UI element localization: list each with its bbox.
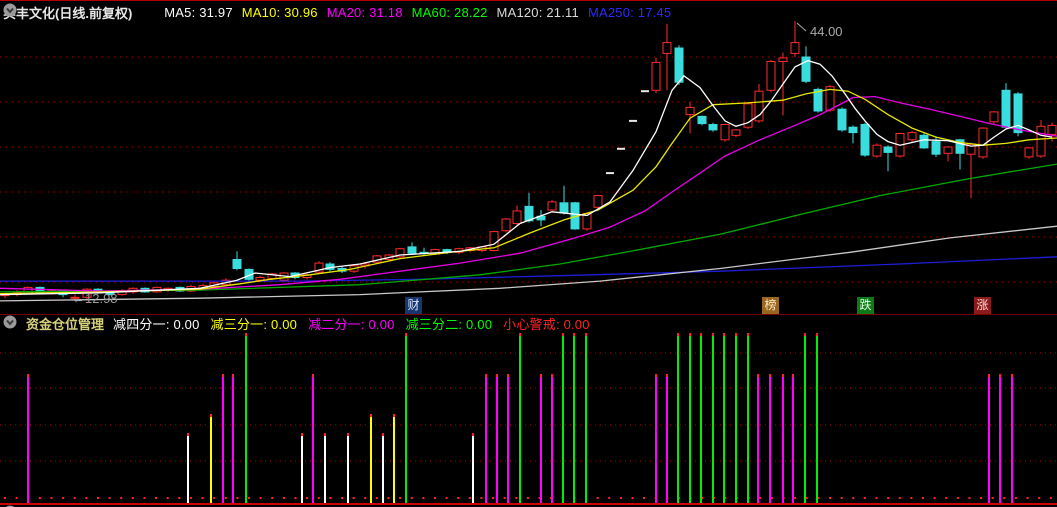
sub-indicator-header: 资金仓位管理 减四分一: 0.00 减三分一: 0.00 减二分一: 0.00 减三分… — [3, 315, 590, 332]
indicator-value-label: 小心警戒: 0.00 — [503, 317, 590, 332]
ma-value-label: MA60: 28.22 — [411, 4, 488, 20]
indicator-value-label: 减二分一: 0.00 — [308, 317, 395, 332]
badge-财[interactable]: 财 — [405, 297, 422, 314]
main-chart-header: 实丰文化(日线.前复权) MA5: 31.97 MA10: 30.96 MA20: … — [3, 3, 671, 21]
ma-value-label: MA20: 31.18 — [326, 4, 403, 20]
svg-text:44.00: 44.00 — [810, 24, 843, 39]
macd-values: MACD(12,26,9) DIF: 0.00 DEA: 0.00 MACD: -0.… — [26, 506, 346, 507]
ma-legend: MA5: 31.97 MA10: 30.96 MA20: 31.18 MA60: 28… — [164, 5, 671, 20]
badge-涨[interactable]: 涨 — [974, 297, 991, 314]
indicator-value-label: 减四分一: 0.00 — [113, 317, 200, 332]
indicator-value-label: 减三分一: 0.00 — [210, 317, 298, 332]
sub-indicator-title: 资金仓位管理 — [26, 317, 105, 332]
macd-value-label: MACD: -0.05 — [268, 506, 345, 507]
svg-text:←12.98: ←12.98 — [72, 291, 118, 306]
collapse-chevron-icon[interactable] — [3, 315, 17, 331]
badge-榜[interactable]: 榜 — [762, 297, 779, 314]
ma-value-label: MA250: 17.45 — [587, 4, 672, 20]
ma-value-label: MA10: 30.96 — [241, 4, 318, 20]
macd-value-label: DEA: 0.00 — [196, 506, 257, 507]
ma-value-label: MA120: 21.11 — [496, 4, 579, 20]
collapse-chevron-icon[interactable] — [3, 3, 155, 19]
sub-indicator-values: 减四分一: 0.00 减三分一: 0.00 减二分一: 0.00 减三分二: 0.00… — [113, 314, 590, 333]
indicator-value-label: 减三分二: 0.00 — [405, 317, 493, 332]
ma-value-label: MA5: 31.97 — [164, 4, 233, 20]
badge-跌[interactable]: 跌 — [857, 297, 874, 314]
stock-title: 实丰文化(日线.前复权) — [3, 5, 133, 21]
macd-value-label: MACD(12,26,9) — [26, 506, 119, 507]
macd-value-label: DIF: 0.00 — [130, 506, 185, 507]
